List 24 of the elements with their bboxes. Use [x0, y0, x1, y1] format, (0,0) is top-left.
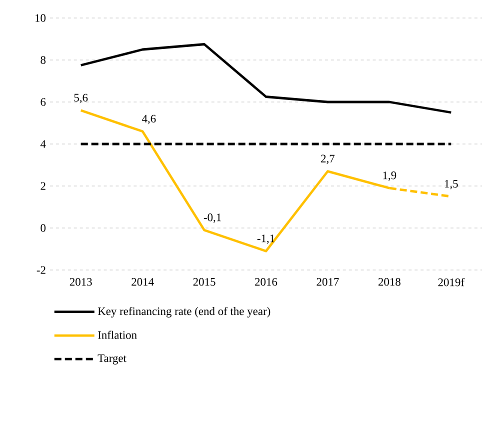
data-label: 2,7: [321, 154, 335, 164]
legend-label: Target: [98, 354, 126, 364]
y-tick-label: -2: [36, 266, 46, 274]
data-label: 1,5: [444, 180, 458, 190]
y-tick-label: 6: [40, 98, 46, 106]
x-tick-label: 2017: [316, 278, 339, 286]
data-label: 4,6: [142, 114, 156, 124]
y-tick-label: 4: [40, 140, 46, 148]
x-tick-label: 2014: [132, 278, 154, 286]
y-tick-label: 10: [36, 14, 46, 22]
legend-label: Key refinancing rate (end of the year): [98, 306, 270, 318]
data-label: -0,1: [204, 214, 221, 223]
x-tick-label: 2013: [70, 278, 92, 286]
data-label: -1,1: [257, 234, 274, 244]
y-tick-label: 0: [40, 224, 46, 232]
x-tick-label: 2016: [255, 278, 278, 286]
data-label: 5,6: [74, 94, 88, 104]
x-tick-label: 2019f: [438, 278, 465, 286]
x-tick-label: 2018: [378, 278, 400, 286]
y-tick-label: 8: [40, 56, 46, 64]
legend-label: Inflation: [98, 330, 137, 339]
x-tick-label: 2015: [193, 278, 216, 286]
y-tick-label: 2: [40, 182, 46, 190]
data-label: 1,9: [383, 172, 396, 181]
